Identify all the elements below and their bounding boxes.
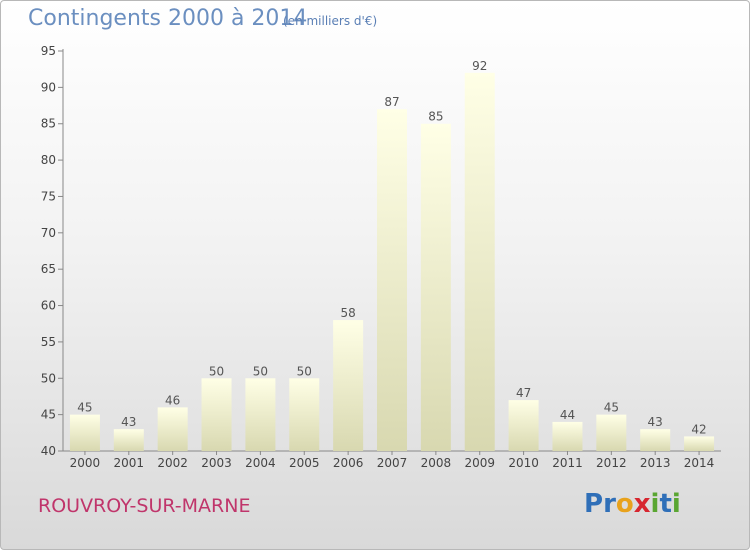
data-label-2002: 46 — [165, 393, 180, 407]
data-label-2001: 43 — [121, 415, 136, 429]
data-label-2014: 42 — [691, 422, 706, 436]
chart-axes: 40 45 50 55 60 65 70 75 80 85 90 95 — [41, 44, 721, 458]
data-label-2006: 58 — [340, 306, 355, 320]
commune-name: ROUVROY-SUR-MARNE — [38, 495, 251, 517]
chart-subtitle: (en milliers d'€) — [283, 14, 378, 28]
data-label-2007: 87 — [384, 95, 399, 109]
bar-2002 — [157, 407, 188, 451]
logo-letter: x — [633, 489, 651, 519]
logo-letter: t — [659, 489, 672, 519]
x-tick-label: 2000 — [70, 456, 101, 470]
x-tick-label: 2003 — [201, 456, 232, 470]
data-label-2000: 45 — [77, 401, 92, 415]
x-tick-label: 2011 — [552, 456, 583, 470]
logo-letter: r — [603, 489, 616, 519]
bar-2013 — [640, 429, 671, 451]
x-tick-label: 2013 — [640, 456, 671, 470]
x-tick-label: 2008 — [421, 456, 452, 470]
bar-2009 — [464, 72, 495, 452]
x-tick-label: 2009 — [464, 456, 495, 470]
proxiti-logo[interactable]: Proxiti — [584, 489, 681, 519]
chart-title: Contingents 2000 à 2014 — [28, 6, 308, 31]
data-label-2009: 92 — [472, 59, 487, 73]
bar-2000 — [69, 414, 100, 451]
data-label-2004: 50 — [253, 364, 268, 378]
x-tick-label: 2004 — [245, 456, 276, 470]
x-tick-label: 2010 — [508, 456, 539, 470]
bar-2007 — [377, 109, 407, 451]
data-label-2010: 47 — [516, 386, 531, 400]
y-tick-label: 40 — [41, 444, 56, 458]
bar-2008 — [420, 123, 451, 452]
chart-labels: 2000 45 2001 43 2002 46 2003 50 2004 50 2005 50 2006… — [70, 59, 715, 470]
data-label-2005: 50 — [297, 364, 312, 378]
data-label-2013: 43 — [648, 415, 663, 429]
bar-2014 — [684, 436, 715, 451]
data-label-2011: 44 — [560, 408, 575, 422]
logo-letter: i — [650, 489, 660, 519]
x-tick-label: 2006 — [333, 456, 364, 470]
bar-2001 — [113, 429, 144, 451]
y-tick-label: 50 — [41, 371, 56, 385]
x-tick-label: 2005 — [289, 456, 320, 470]
x-tick-label: 2014 — [684, 456, 715, 470]
bar-2006 — [333, 320, 364, 451]
y-tick-label: 70 — [41, 226, 56, 240]
data-label-2003: 50 — [209, 364, 224, 378]
bar-2010 — [508, 400, 539, 451]
logo-letter: o — [615, 489, 634, 519]
bar-2011 — [552, 421, 583, 451]
y-tick-label: 85 — [41, 117, 56, 131]
y-tick-label: 90 — [41, 80, 56, 94]
bar-2004 — [245, 378, 276, 451]
y-tick-label: 65 — [41, 262, 56, 276]
data-label-2008: 85 — [428, 110, 443, 124]
bar-2005 — [289, 378, 320, 451]
x-tick-label: 2002 — [157, 456, 188, 470]
bar-2003 — [201, 378, 232, 451]
data-label-2012: 45 — [604, 401, 619, 415]
y-tick-label: 60 — [41, 299, 56, 313]
y-tick-label: 45 — [41, 408, 56, 422]
y-tick-label: 95 — [41, 44, 56, 58]
logo-letter: i — [671, 489, 681, 519]
y-tick-label: 55 — [41, 335, 56, 349]
bar-2012 — [596, 414, 627, 451]
chart-bars — [69, 72, 715, 452]
x-tick-label: 2001 — [114, 456, 145, 470]
logo-letter: P — [584, 489, 604, 519]
x-tick-label: 2012 — [596, 456, 627, 470]
x-tick-label: 2007 — [377, 456, 408, 470]
y-tick-label: 80 — [41, 153, 56, 167]
y-tick-label: 75 — [41, 189, 56, 203]
